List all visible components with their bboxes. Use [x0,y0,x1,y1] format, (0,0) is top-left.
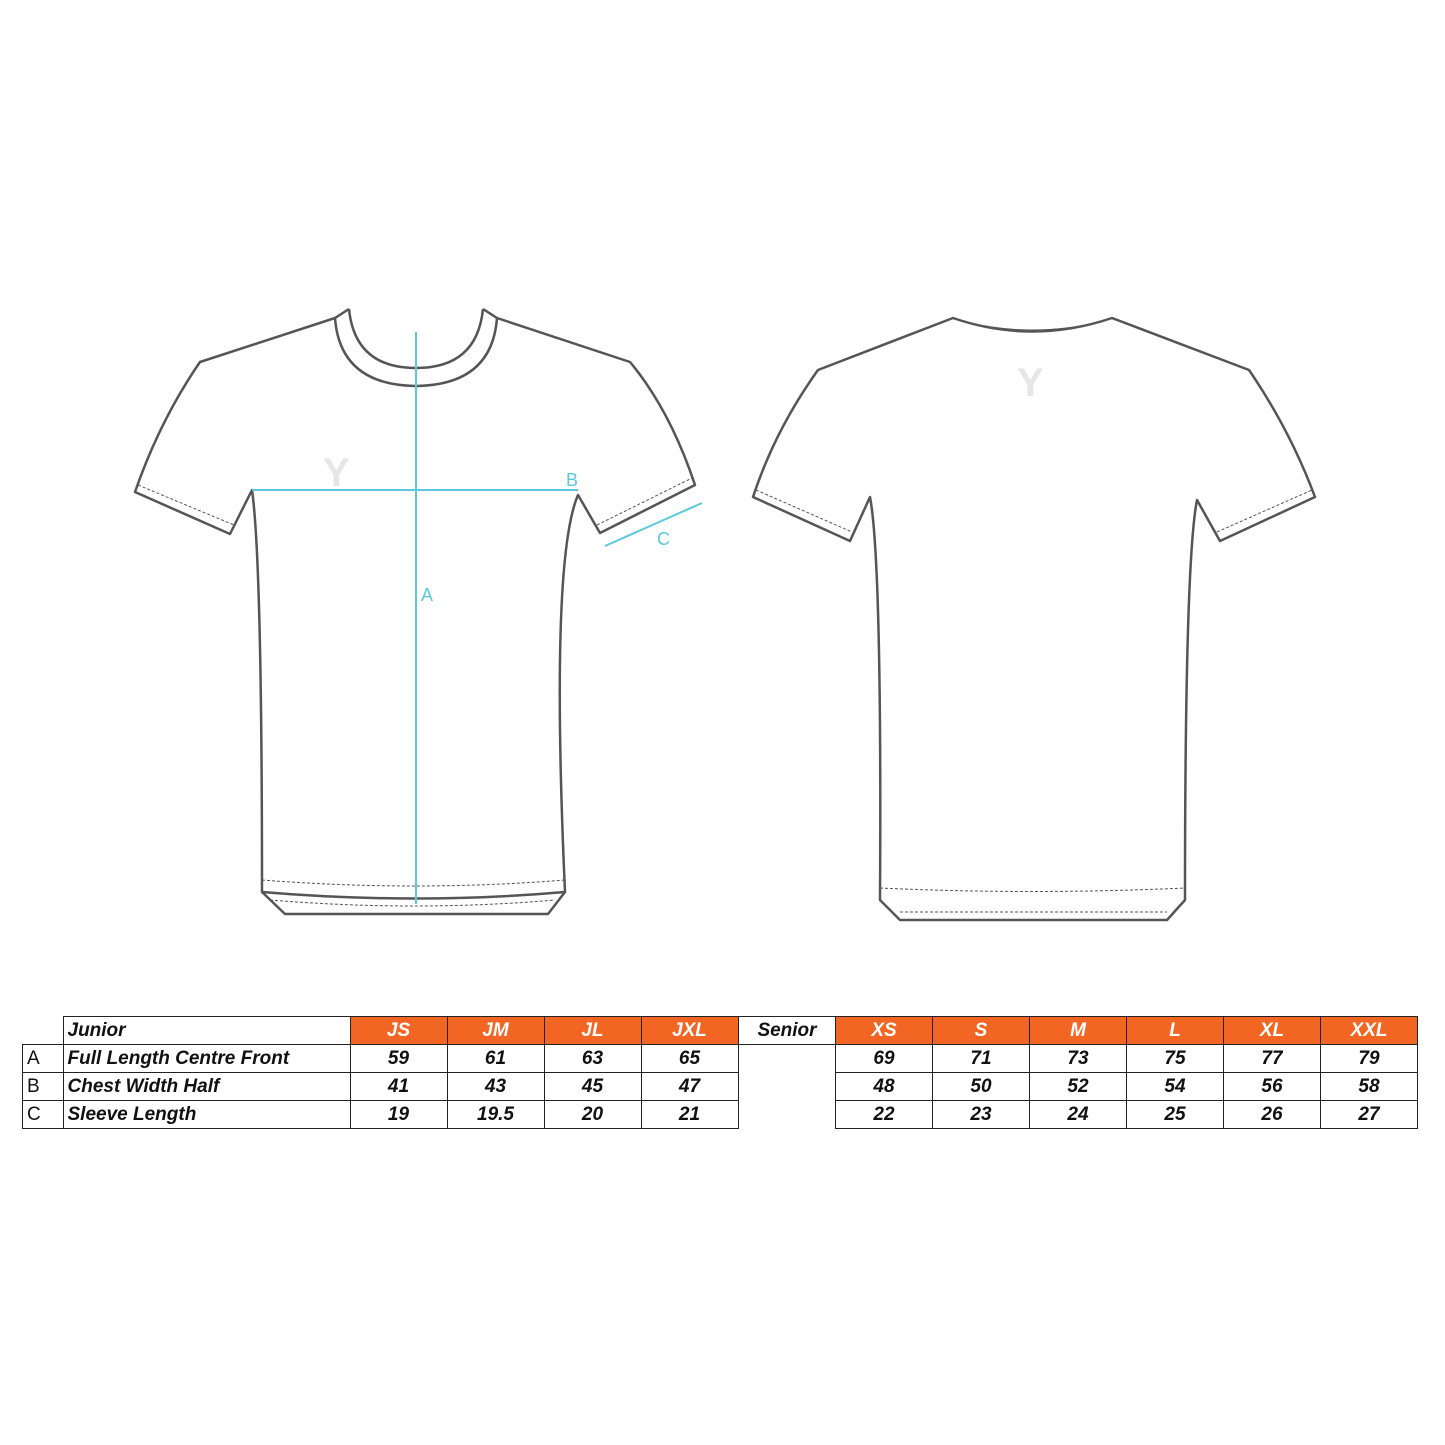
table-cell: 19 [349,1100,448,1129]
row-label: Chest Width Half [62,1072,351,1101]
back-tshirt [751,316,1317,922]
logo-back: Y [1017,361,1044,405]
row-letter: A [22,1044,64,1073]
table-row: B Chest Width Half 41 43 45 47 [22,1072,739,1101]
table-row: 69 71 73 75 77 79 [739,1044,1418,1073]
label-c: C [657,529,670,549]
table-cell: 50 [932,1072,1030,1101]
label-b: B [566,470,578,490]
table-cell: 52 [1029,1072,1127,1101]
size-header: XS [835,1016,933,1045]
table-cell: 58 [1320,1072,1418,1101]
table-cell: 20 [543,1100,642,1129]
table-row: 22 23 24 25 26 27 [739,1100,1418,1129]
size-header: M [1029,1016,1127,1045]
measurement-lines [252,332,703,904]
size-header: JS [349,1016,448,1045]
size-header: XXL [1320,1016,1418,1045]
table-header-row: Senior XS S M L XL XXL [738,1016,1418,1045]
table-cell: 23 [932,1100,1030,1129]
table-cell: 54 [1126,1072,1224,1101]
table-cell: 45 [543,1072,642,1101]
tshirt-diagram: Y A B C Y [133,307,1317,922]
table-cell: 71 [932,1044,1030,1073]
table-cell: 59 [349,1044,448,1073]
table-cell: 26 [1223,1100,1321,1129]
table-cell: 24 [1029,1100,1127,1129]
size-header: XL [1223,1016,1321,1045]
size-header: JL [543,1016,642,1045]
row-label: Full Length Centre Front [62,1044,351,1073]
table-cell: 27 [1320,1100,1418,1129]
table-cell: 75 [1126,1044,1224,1073]
table-cell: 65 [640,1044,739,1073]
table-cell: 48 [835,1072,933,1101]
table-header-row: Junior JS JM JL JXL [23,1016,739,1045]
table-cell: 43 [446,1072,545,1101]
table-cell: 19.5 [446,1100,545,1129]
row-letter: C [22,1100,64,1129]
label-a: A [421,585,433,605]
table-cell: 73 [1029,1044,1127,1073]
size-header: L [1126,1016,1224,1045]
table-cell: 22 [835,1100,933,1129]
senior-size-table: Senior XS S M L XL XXL 69 71 73 75 77 79… [738,1016,1418,1129]
table-cell: 77 [1223,1044,1321,1073]
front-tshirt [133,307,697,916]
size-header: JM [446,1016,545,1045]
table-cell: 25 [1126,1100,1224,1129]
row-letter: B [22,1072,64,1101]
table-row: A Full Length Centre Front 59 61 63 65 [22,1044,739,1073]
table-cell: 21 [640,1100,739,1129]
junior-size-table: Junior JS JM JL JXL A Full Length Centre… [22,1016,739,1129]
table-cell: 79 [1320,1044,1418,1073]
row-label: Sleeve Length [62,1100,351,1129]
size-header: JXL [640,1016,739,1045]
table-cell: 47 [640,1072,739,1101]
junior-title: Junior [62,1016,351,1045]
table-row: C Sleeve Length 19 19.5 20 21 [22,1100,739,1129]
table-cell: 69 [835,1044,933,1073]
table-cell: 63 [543,1044,642,1073]
measure-c-line [604,502,703,547]
logo-front: Y [323,451,350,495]
table-cell: 41 [349,1072,448,1101]
table-cell: 61 [446,1044,545,1073]
size-header: S [932,1016,1030,1045]
senior-title: Senior [738,1016,836,1045]
table-cell: 56 [1223,1072,1321,1101]
table-row: 48 50 52 54 56 58 [739,1072,1418,1101]
